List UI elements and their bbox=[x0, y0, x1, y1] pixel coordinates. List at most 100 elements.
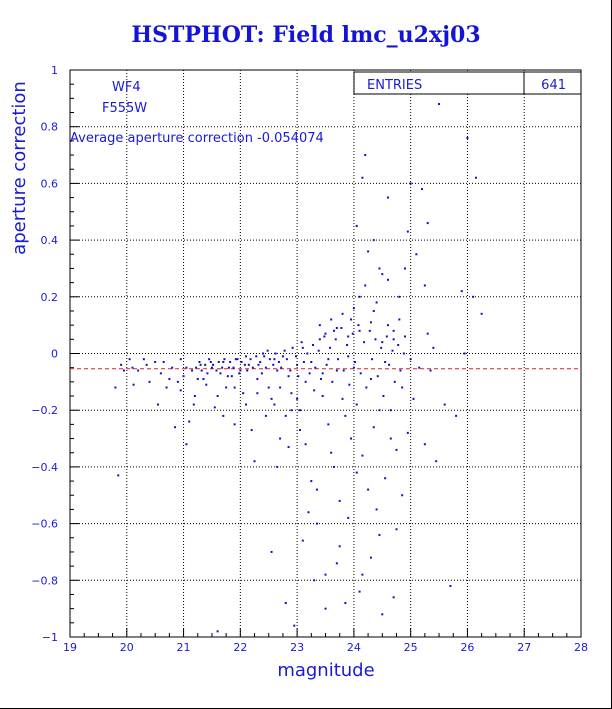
data-point bbox=[325, 363, 328, 366]
y-tick-label: 0 bbox=[51, 348, 58, 361]
data-point bbox=[245, 355, 248, 358]
data-point bbox=[294, 355, 297, 358]
data-point bbox=[369, 321, 372, 324]
data-point bbox=[290, 409, 293, 412]
data-point bbox=[344, 414, 347, 417]
data-point bbox=[319, 378, 322, 381]
data-point bbox=[346, 343, 349, 346]
data-point bbox=[267, 386, 270, 389]
data-point bbox=[198, 361, 201, 364]
data-point bbox=[148, 380, 151, 383]
data-point bbox=[384, 477, 387, 480]
data-point bbox=[247, 363, 250, 366]
data-point bbox=[381, 613, 384, 616]
data-point bbox=[378, 409, 381, 412]
data-point bbox=[395, 528, 398, 531]
data-point bbox=[264, 366, 267, 369]
data-point bbox=[165, 386, 168, 389]
data-point bbox=[280, 366, 283, 369]
data-point bbox=[306, 352, 309, 355]
data-point bbox=[132, 383, 135, 386]
data-point bbox=[234, 358, 237, 361]
data-point bbox=[372, 426, 375, 429]
data-point bbox=[384, 361, 387, 364]
data-point bbox=[131, 366, 134, 369]
x-tick-label: 23 bbox=[290, 641, 304, 654]
data-point bbox=[296, 363, 299, 366]
axes-box bbox=[69, 69, 582, 638]
data-point bbox=[313, 579, 316, 582]
data-point bbox=[421, 188, 424, 191]
x-tick-label: 24 bbox=[347, 641, 361, 654]
data-point bbox=[297, 375, 300, 378]
data-point bbox=[279, 437, 282, 440]
data-point bbox=[463, 352, 466, 355]
data-point bbox=[347, 355, 350, 358]
data-point bbox=[245, 403, 248, 406]
data-point bbox=[324, 607, 327, 610]
data-point bbox=[273, 358, 276, 361]
data-point bbox=[256, 392, 259, 395]
data-point bbox=[304, 443, 307, 446]
data-point bbox=[114, 386, 117, 389]
data-point bbox=[233, 386, 236, 389]
data-point bbox=[208, 358, 211, 361]
data-point bbox=[338, 545, 341, 548]
data-point bbox=[289, 369, 292, 372]
data-point bbox=[388, 363, 391, 366]
data-point bbox=[314, 366, 317, 369]
data-point bbox=[324, 332, 327, 335]
data-point bbox=[199, 363, 202, 366]
data-point bbox=[401, 494, 404, 497]
average-label: Average aperture correction -0.054074 bbox=[70, 131, 324, 146]
filter-label: F555W bbox=[102, 101, 147, 116]
data-point bbox=[364, 284, 367, 287]
data-point bbox=[250, 429, 253, 432]
y-tick-labels: −1 −0.8 −0.6 −0.4 −0.2 0 0.2 0.4 0.6 0.8 1 bbox=[31, 64, 58, 644]
data-point bbox=[342, 369, 345, 372]
data-point bbox=[426, 332, 429, 335]
data-point bbox=[255, 355, 258, 358]
data-point bbox=[302, 361, 305, 364]
data-point bbox=[307, 511, 310, 514]
data-point bbox=[367, 250, 370, 253]
data-point bbox=[406, 431, 409, 434]
data-point bbox=[298, 429, 301, 432]
data-point bbox=[236, 358, 239, 361]
data-point bbox=[335, 369, 338, 372]
data-point bbox=[429, 369, 432, 372]
data-point bbox=[449, 584, 452, 587]
data-point bbox=[375, 508, 378, 511]
data-point bbox=[357, 324, 360, 327]
data-point bbox=[272, 363, 275, 366]
data-point bbox=[270, 397, 273, 400]
data-point bbox=[257, 363, 260, 366]
data-point bbox=[426, 222, 429, 225]
data-point bbox=[358, 590, 361, 593]
y-tick-label: 0.2 bbox=[41, 291, 59, 304]
data-point bbox=[423, 443, 426, 446]
data-point bbox=[358, 329, 361, 332]
data-point bbox=[418, 366, 421, 369]
data-point bbox=[240, 361, 243, 364]
data-point bbox=[335, 562, 338, 565]
data-point bbox=[403, 267, 406, 270]
data-point bbox=[216, 395, 219, 398]
data-point bbox=[432, 346, 435, 349]
data-point bbox=[333, 465, 336, 468]
data-point bbox=[330, 451, 333, 454]
data-point bbox=[200, 369, 203, 372]
data-point bbox=[355, 224, 358, 227]
data-point bbox=[204, 363, 207, 366]
y-tick-label: −1 bbox=[42, 631, 58, 644]
x-tick-label: 20 bbox=[120, 641, 134, 654]
x-tick-label: 21 bbox=[177, 641, 191, 654]
data-point bbox=[310, 480, 313, 483]
data-point bbox=[308, 372, 311, 375]
entries-value: 641 bbox=[541, 78, 566, 93]
data-point bbox=[192, 403, 195, 406]
data-point bbox=[227, 366, 230, 369]
data-point bbox=[287, 375, 290, 378]
data-point bbox=[382, 395, 385, 398]
data-point bbox=[398, 318, 401, 321]
